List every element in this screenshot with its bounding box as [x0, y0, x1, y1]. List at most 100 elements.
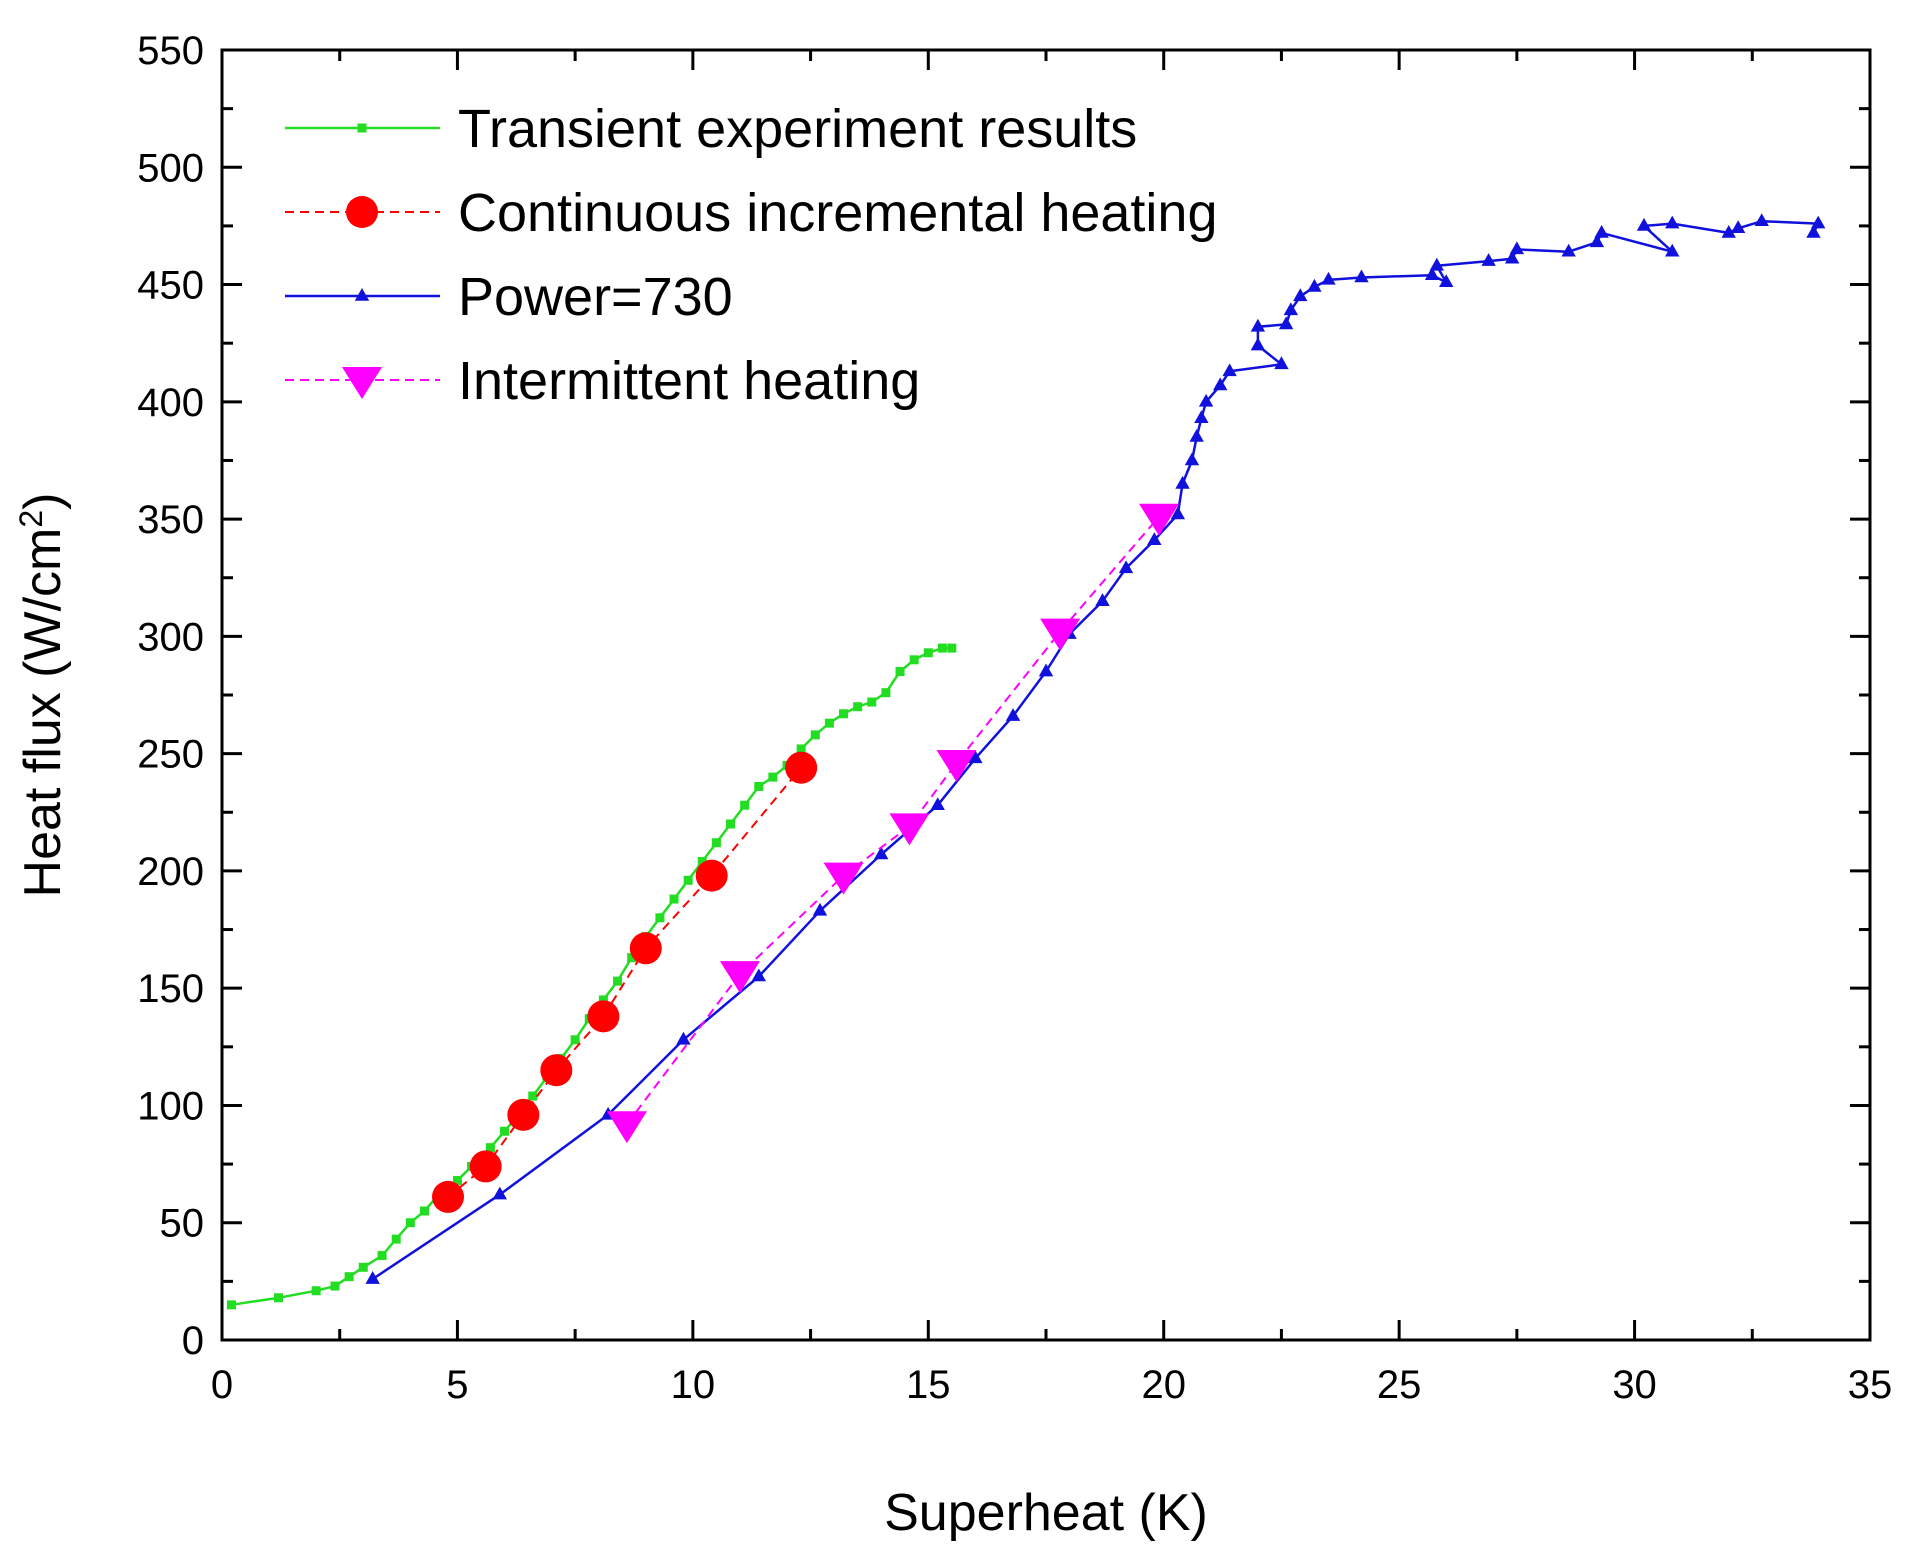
data-point-triangle-up: [1184, 452, 1200, 466]
data-point-triangle-up: [1424, 267, 1440, 280]
data-point-square: [697, 857, 707, 867]
y-tick-label: 350: [137, 498, 204, 542]
data-point-triangle-up: [1118, 560, 1134, 574]
data-point-triangle-up: [812, 902, 828, 916]
legend-label: Continuous incremental heating: [458, 183, 1217, 243]
data-point-triangle-up: [1561, 243, 1576, 257]
data-point-triangle-up: [1095, 593, 1110, 606]
y-tick-label: 400: [137, 381, 204, 425]
x-tick-label: 35: [1848, 1363, 1893, 1407]
data-point-triangle-up: [1811, 215, 1826, 229]
data-point-triangle-up: [1175, 475, 1190, 489]
data-point-circle: [629, 932, 662, 965]
data-point-square: [274, 1293, 284, 1303]
data-point-triangle-up: [354, 288, 370, 301]
y-tick-label: 300: [137, 615, 204, 659]
x-tick-label: 10: [671, 1363, 716, 1407]
data-point-triangle-up: [1730, 220, 1746, 234]
data-point-square: [810, 730, 820, 740]
data-point-square: [344, 1272, 354, 1282]
data-point-triangle-up: [1222, 363, 1237, 377]
data-point-triangle-up: [1147, 532, 1162, 545]
data-point-circle: [432, 1180, 465, 1213]
data-point-square: [627, 953, 637, 963]
data-point-triangle-down: [342, 367, 382, 399]
y-axis-title: Heat flux (W/cm2): [13, 493, 72, 898]
plot-area: [220, 48, 1872, 1342]
data-point-triangle-up: [492, 1186, 508, 1200]
x-tick-label: 5: [446, 1363, 468, 1407]
data-point-triangle-up: [1213, 377, 1228, 391]
data-point-square: [909, 655, 919, 665]
data-point-triangle-up: [1439, 274, 1454, 287]
data-point-triangle-up: [1307, 278, 1322, 292]
axis-tick-labels: 0 5 10 15 20 25 30 3505010015020025030035040045…: [137, 29, 1892, 1407]
y-tick-label: 0: [182, 1319, 204, 1363]
data-point-triangle-up: [1198, 393, 1214, 407]
data-point-triangle-up: [1665, 243, 1680, 257]
data-point-square: [377, 1251, 387, 1261]
data-point-triangle-up: [1504, 250, 1520, 264]
data-point-triangle-up: [1665, 215, 1680, 229]
y-tick-label: 50: [160, 1202, 205, 1246]
data-point-square: [711, 838, 721, 848]
data-point-square: [358, 1262, 368, 1272]
x-axis-title: Superheat (K): [884, 1484, 1208, 1542]
data-point-triangle-up: [1194, 410, 1209, 424]
data-point-circle: [695, 859, 728, 892]
x-tick-label: 25: [1377, 1363, 1422, 1407]
data-point-square: [485, 1143, 495, 1153]
series-4: [606, 503, 1180, 1144]
data-point-triangle-up: [1274, 356, 1289, 370]
data-point-triangle-up: [1481, 253, 1496, 266]
series-2: [432, 751, 818, 1213]
y-axis-title-close: ): [14, 493, 72, 510]
data-point-triangle-down: [889, 813, 930, 846]
data-point-square: [419, 1206, 429, 1216]
y-tick-label: 450: [137, 264, 204, 308]
data-point-square: [796, 744, 806, 754]
data-point-square: [405, 1218, 415, 1228]
data-point-square: [768, 772, 778, 782]
data-point-square: [226, 1300, 236, 1310]
data-point-square: [895, 667, 905, 677]
data-point-square: [598, 995, 608, 1005]
data-point-square: [726, 819, 736, 829]
data-point-triangle-up: [751, 968, 766, 982]
data-point-circle: [540, 1054, 573, 1087]
data-point-triangle-up: [1278, 316, 1294, 330]
y-tick-label: 250: [137, 733, 204, 777]
data-point-triangle-up: [874, 846, 889, 860]
data-point-triangle-down: [1139, 503, 1180, 536]
data-point-triangle-up: [1429, 257, 1445, 271]
data-point-triangle-up: [1354, 269, 1369, 283]
data-point-square: [947, 643, 957, 653]
x-tick-label: 15: [906, 1363, 951, 1407]
data-point-square: [754, 781, 764, 791]
data-point-triangle-up: [1509, 241, 1525, 255]
y-axis-title-superscript: 2: [13, 510, 49, 528]
y-axis-title-main: Heat flux (W/cm: [14, 528, 72, 898]
data-point-triangle-up: [1250, 318, 1266, 332]
series-layer: [226, 213, 1826, 1310]
data-point-triangle-up: [1250, 337, 1266, 351]
data-point-triangle-up: [1293, 288, 1308, 302]
data-point-square: [452, 1176, 462, 1186]
data-point-circle: [507, 1098, 540, 1131]
data-point-square: [824, 718, 834, 728]
data-point-square: [867, 697, 877, 707]
x-tick-label: 20: [1141, 1363, 1186, 1407]
y-tick-label: 100: [137, 1084, 204, 1128]
data-point-square: [330, 1281, 340, 1291]
legend-label: Power=730: [458, 267, 733, 327]
series-1: [226, 643, 957, 1310]
data-point-triangle-down: [936, 750, 977, 783]
legend-label: Intermittent heating: [458, 351, 920, 411]
data-point-square: [655, 913, 665, 923]
data-point-circle: [469, 1150, 502, 1183]
y-tick-label: 500: [137, 146, 204, 190]
axis-ticks: [220, 48, 1872, 1342]
data-point-triangle-up: [1754, 213, 1769, 227]
data-point-triangle-up: [1189, 429, 1204, 442]
data-point-triangle-up: [1321, 271, 1336, 285]
